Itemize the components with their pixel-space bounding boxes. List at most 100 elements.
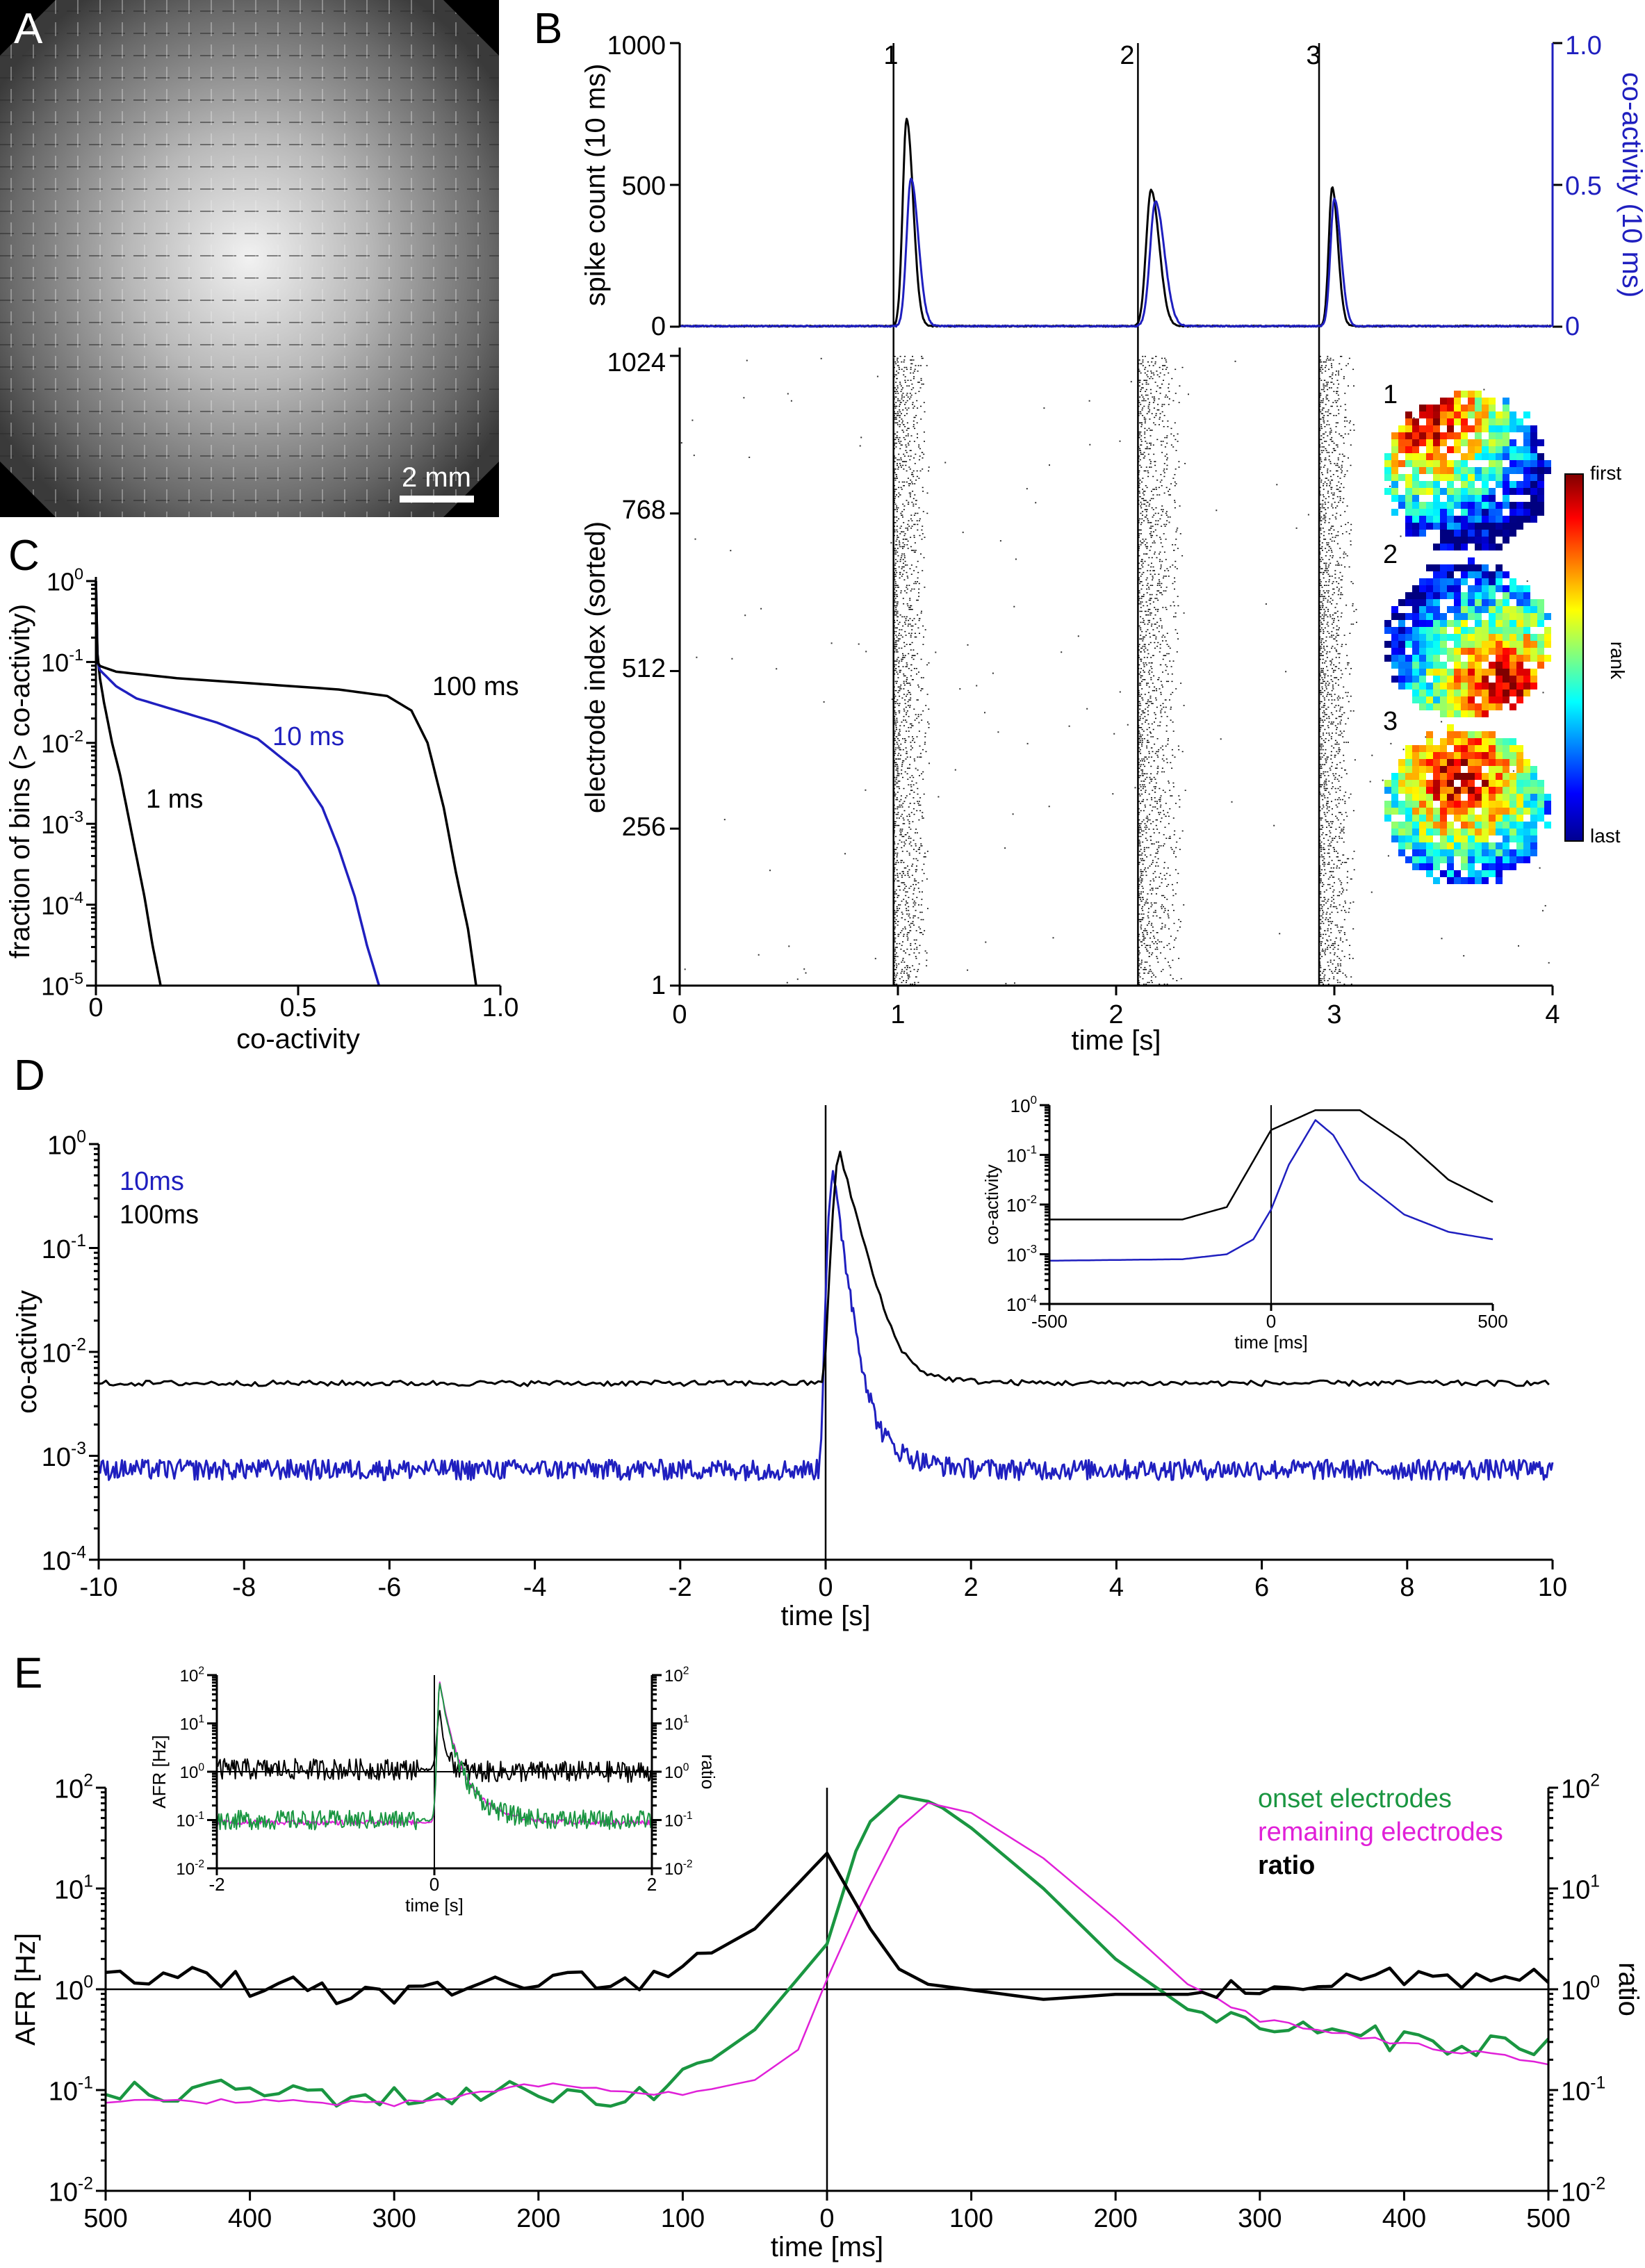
y-axis-label: electrode index (sorted) bbox=[580, 521, 611, 813]
rank-map-cell bbox=[1509, 829, 1516, 835]
rank-map-cell bbox=[1468, 696, 1475, 703]
rank-map-cell bbox=[1523, 613, 1530, 620]
rank-map-cell bbox=[1433, 662, 1440, 669]
mea-grid bbox=[0, 0, 499, 517]
rank-map-cell bbox=[1461, 613, 1468, 620]
rank-map-cell bbox=[1468, 801, 1475, 808]
rank-map-cell bbox=[1433, 488, 1440, 495]
rank-map-cell bbox=[1433, 564, 1440, 571]
rank-map-cell bbox=[1523, 822, 1530, 829]
rank-map-cell bbox=[1461, 481, 1468, 488]
rank-map-cell bbox=[1482, 808, 1489, 815]
panel-label-e: E bbox=[14, 1649, 42, 1697]
rank-map-cell bbox=[1461, 669, 1468, 676]
rank-map-cell bbox=[1475, 530, 1482, 537]
rank-map-cell bbox=[1489, 822, 1496, 829]
rank-map-cell bbox=[1523, 648, 1530, 655]
rank-map-cell bbox=[1419, 780, 1426, 787]
inset-series-line-10ms bbox=[1049, 1119, 1493, 1262]
rank-map-cell bbox=[1482, 592, 1489, 599]
rank-map-cell bbox=[1440, 620, 1447, 627]
rank-map-cell bbox=[1468, 488, 1475, 495]
rank-map-cell bbox=[1503, 745, 1509, 752]
rank-map-cell bbox=[1412, 585, 1419, 592]
rank-map-cell bbox=[1503, 801, 1509, 808]
rank-map-cell bbox=[1516, 488, 1523, 495]
rank-map-cell bbox=[1475, 509, 1482, 516]
rank-map-cell bbox=[1503, 446, 1509, 453]
rank-map-cell bbox=[1482, 537, 1489, 544]
rank-map-cell bbox=[1391, 606, 1398, 613]
rank-map-cell bbox=[1523, 411, 1530, 418]
rank-map-cell bbox=[1412, 801, 1419, 808]
rank-map-cell bbox=[1482, 523, 1489, 530]
rank-map-cell bbox=[1433, 578, 1440, 585]
rank-map-cell bbox=[1489, 759, 1496, 766]
rank-map-cell bbox=[1537, 599, 1544, 606]
rank-map-cell bbox=[1496, 502, 1503, 509]
rank-map-cell bbox=[1475, 432, 1482, 439]
rank-map-cell bbox=[1447, 690, 1454, 696]
panel-c: 10-5 10-4 10-3 10-2 10-1 100 0 0.5 1.0 co-act… bbox=[5, 564, 519, 1054]
rank-map-cell bbox=[1475, 703, 1482, 710]
raster-burst bbox=[893, 356, 930, 987]
rank-map-cell bbox=[1433, 773, 1440, 780]
rank-map-cell bbox=[1412, 766, 1419, 773]
rank-map-cell bbox=[1426, 488, 1433, 495]
legend-onset: onset electrodes bbox=[1258, 1784, 1452, 1813]
rank-map-cell bbox=[1489, 842, 1496, 849]
rank-map-cell bbox=[1503, 863, 1509, 870]
rank-map-cell bbox=[1496, 425, 1503, 432]
y-tick-label: 102 bbox=[180, 1665, 204, 1686]
y-tick-label: 10-2 bbox=[49, 2174, 93, 2207]
inset-x-tick: -500 bbox=[1031, 1311, 1067, 1332]
rank-map-cell bbox=[1419, 453, 1426, 460]
rank-map-cell bbox=[1426, 759, 1433, 766]
rank-map-cell bbox=[1391, 509, 1398, 516]
rank-map-cell bbox=[1475, 849, 1482, 856]
rank-map-cell bbox=[1419, 516, 1426, 523]
rank-map-cell bbox=[1440, 856, 1447, 863]
rank-map-cell bbox=[1412, 787, 1419, 794]
rank-map-cell bbox=[1496, 481, 1503, 488]
rank-map-cell bbox=[1475, 648, 1482, 655]
rank-map-cell bbox=[1440, 683, 1447, 690]
rank-map-cell bbox=[1447, 411, 1454, 418]
rank-map-cell bbox=[1468, 425, 1475, 432]
rank-map-cell bbox=[1468, 613, 1475, 620]
rank-map-cell bbox=[1447, 530, 1454, 537]
rank-map-cell bbox=[1433, 655, 1440, 662]
rank-map-cell bbox=[1384, 641, 1391, 648]
rank-map-cell bbox=[1426, 502, 1433, 509]
rank-map-cell bbox=[1398, 787, 1405, 794]
rank-map-cell bbox=[1440, 544, 1447, 550]
rank-map-cell bbox=[1426, 648, 1433, 655]
rank-map-cell bbox=[1419, 794, 1426, 801]
rank-map-cell bbox=[1516, 745, 1523, 752]
rank-map-cell bbox=[1496, 474, 1503, 481]
rank-map-cell bbox=[1523, 592, 1530, 599]
y-tick-label: 768 bbox=[622, 496, 666, 525]
rank-map-cell bbox=[1412, 439, 1419, 446]
rank-map-cell bbox=[1503, 467, 1509, 474]
rank-map-cell bbox=[1440, 738, 1447, 745]
rank-map-cell bbox=[1405, 808, 1412, 815]
legend-100ms: 100ms bbox=[120, 1200, 199, 1230]
rank-map-cell bbox=[1412, 481, 1419, 488]
rank-map-cell bbox=[1419, 627, 1426, 634]
rank-map-cell bbox=[1447, 648, 1454, 655]
rank-map-cell bbox=[1496, 641, 1503, 648]
rank-map-cell bbox=[1516, 641, 1523, 648]
rank-map-cell bbox=[1503, 453, 1509, 460]
rank-map-cell bbox=[1468, 627, 1475, 634]
rank-map-cell bbox=[1475, 634, 1482, 641]
rank-map-cell bbox=[1454, 418, 1461, 425]
rank-map-cell bbox=[1489, 849, 1496, 856]
rank-map-cell bbox=[1530, 432, 1537, 439]
rank-map-cell bbox=[1461, 530, 1468, 537]
rank-map-cell bbox=[1454, 849, 1461, 856]
rank-map-cell bbox=[1523, 474, 1530, 481]
rank-map-cell bbox=[1530, 849, 1537, 856]
panel-d: 10-4 10-3 10-2 10-1 100 -10 -8 -6 -4 -2 0 2 4 6 8 10 ti… bbox=[12, 1093, 1567, 1631]
